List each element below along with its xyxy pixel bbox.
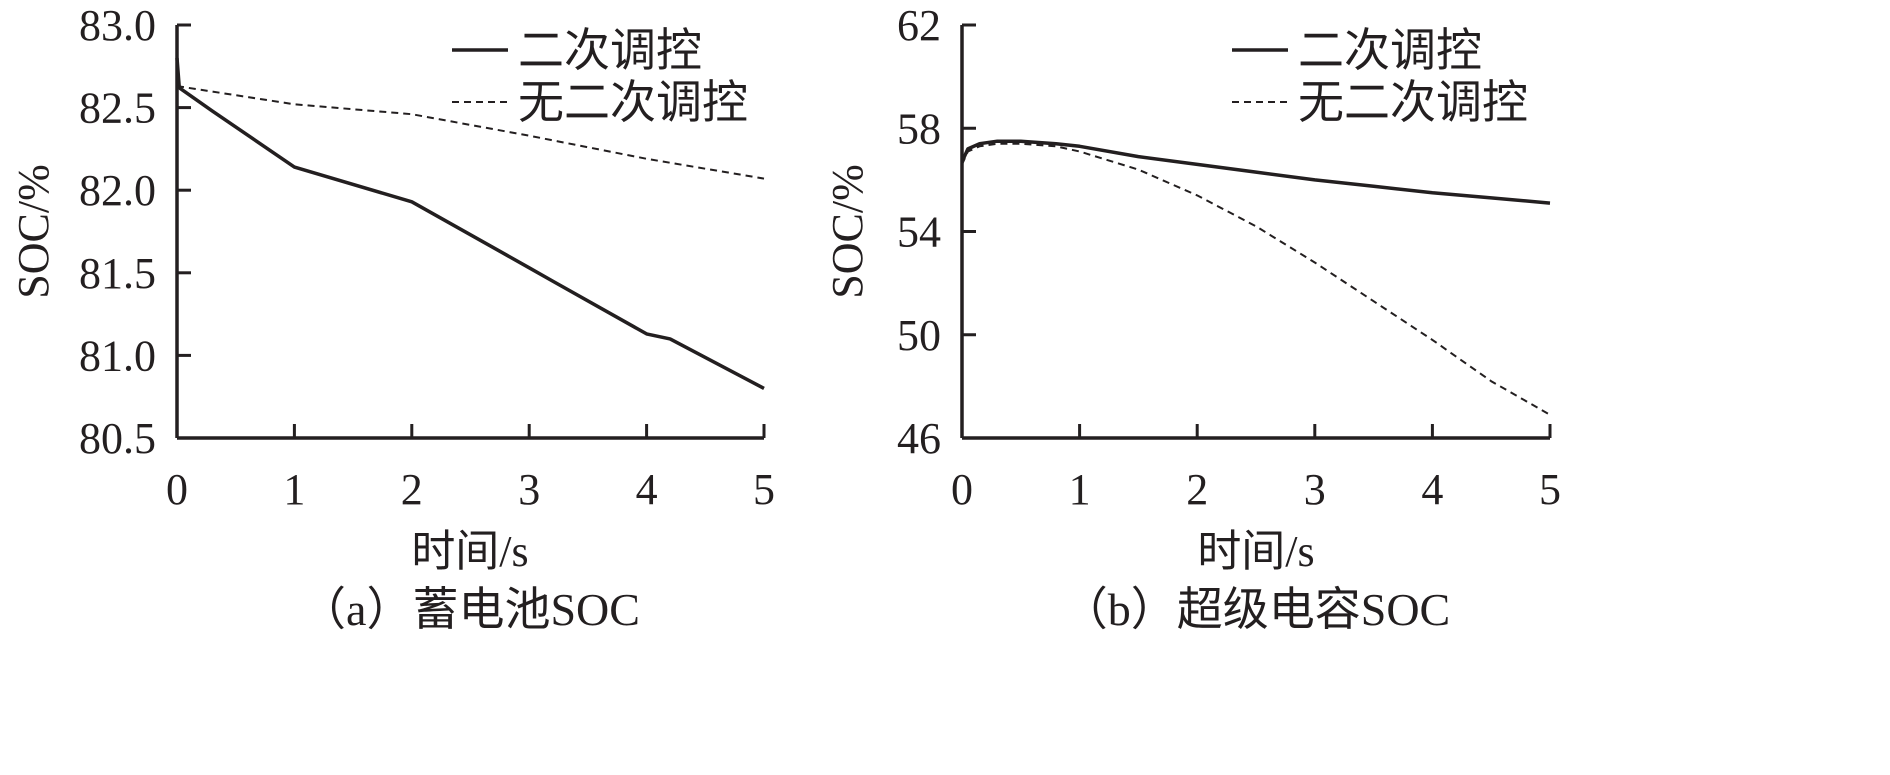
x-tick-label: 4 <box>1421 465 1443 514</box>
x-tick-label: 3 <box>518 465 540 514</box>
legend-label: 无二次调控 <box>518 77 748 128</box>
y-tick-label: 46 <box>897 414 941 463</box>
x-axis-label: 时间/s <box>1197 527 1314 576</box>
x-tick-label: 1 <box>1069 465 1091 514</box>
y-axis-label: SOC/% <box>9 164 58 298</box>
x-tick-label: 2 <box>401 465 423 514</box>
x-tick-label: 1 <box>283 465 305 514</box>
legend-label: 无二次调控 <box>1298 77 1528 128</box>
y-tick-label: 81.5 <box>79 249 156 298</box>
x-tick-label: 0 <box>951 465 973 514</box>
series-line-secondary-control <box>960 139 1551 205</box>
y-tick-label: 82.0 <box>79 166 156 215</box>
panel-caption: （b）超级电容SOC <box>1062 584 1450 635</box>
y-tick-label: 50 <box>897 311 941 360</box>
y-tick-label: 82.5 <box>79 84 156 133</box>
panel-a-battery-soc: 0 1 2 3 4 5 80.5 81.0 81.5 82.0 82.5 83.0 时间/s SOC/% 二… <box>9 1 775 635</box>
x-tick-label: 5 <box>1539 465 1561 514</box>
y-tick-label: 54 <box>897 208 941 257</box>
x-tick-label: 3 <box>1304 465 1326 514</box>
series-line-secondary-control <box>175 57 765 390</box>
x-tick-label: 2 <box>1186 465 1208 514</box>
y-tick-label: 58 <box>897 104 941 153</box>
y-axis-label: SOC/% <box>823 164 872 298</box>
series-line-no-secondary-control <box>176 85 765 180</box>
legend-label: 二次调控 <box>518 25 702 76</box>
y-tick-label: 62 <box>897 1 941 50</box>
panel-caption: （a）蓄电池SOC <box>300 584 640 635</box>
y-tick-label: 81.0 <box>79 331 156 380</box>
x-tick-label: 0 <box>166 465 188 514</box>
x-tick-label: 5 <box>753 465 775 514</box>
legend-label: 二次调控 <box>1298 25 1482 76</box>
series-line-no-secondary-control <box>961 142 1551 416</box>
y-tick-label: 83.0 <box>79 1 156 50</box>
x-axis-label: 时间/s <box>411 527 528 576</box>
y-tick-label: 80.5 <box>79 414 156 463</box>
x-tick-label: 4 <box>636 465 658 514</box>
